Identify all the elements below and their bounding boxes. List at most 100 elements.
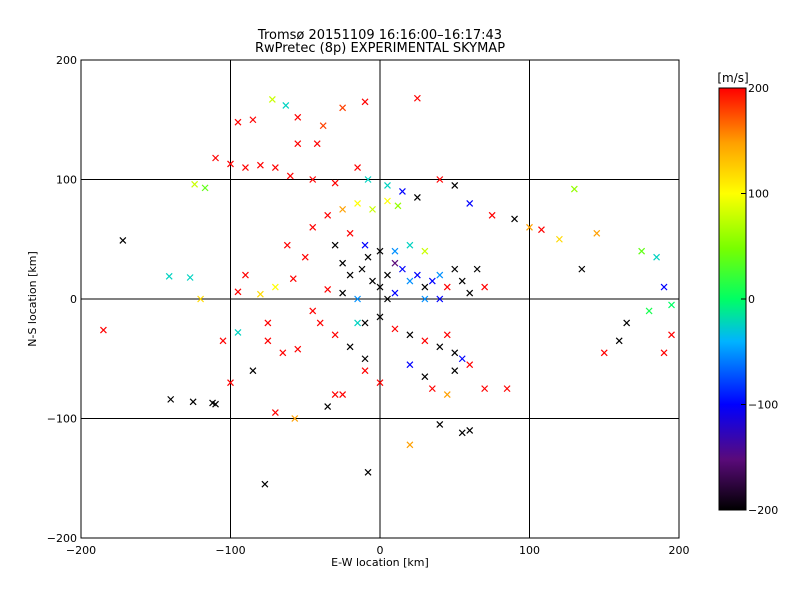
chart-title: Tromsø 20151109 16:16:00–16:17:43: [257, 28, 502, 43]
data-point-x: [638, 247, 646, 255]
colorbar-tick-label: 0: [748, 293, 755, 306]
data-point-x: [391, 259, 399, 267]
data-point-x: [242, 271, 249, 279]
data-point-x: [242, 164, 249, 171]
data-point-x: [436, 295, 444, 303]
grid: [81, 60, 679, 538]
data-point-x: [261, 480, 269, 488]
colorbar-tick-label: 200: [748, 82, 769, 95]
data-point-x: [600, 349, 608, 357]
data-point-x: [653, 253, 660, 261]
data-point-x: [316, 319, 324, 327]
data-point-x: [234, 329, 242, 336]
data-point-x: [256, 161, 264, 169]
data-point-x: [436, 271, 444, 279]
data-point-x: [538, 226, 545, 234]
data-point-x: [212, 154, 219, 162]
data-point-x: [384, 182, 391, 189]
data-point-x: [555, 235, 563, 243]
data-point-x: [369, 205, 376, 213]
data-point-x: [660, 283, 668, 291]
data-point-x: [339, 259, 347, 267]
data-point-x: [283, 241, 291, 249]
data-point-x: [331, 241, 339, 249]
data-point-x: [191, 180, 199, 188]
data-point-x: [436, 176, 444, 183]
data-point-x: [256, 290, 264, 298]
data-point-x: [361, 367, 369, 375]
y-tick-label: 200: [56, 54, 77, 67]
data-point-x: [458, 429, 466, 437]
colorbar-tick-label: 100: [748, 188, 769, 201]
data-point-x: [364, 253, 372, 261]
data-point-x: [593, 229, 601, 237]
data-point-x: [294, 140, 302, 148]
data-point-x: [346, 229, 354, 237]
data-point-x: [615, 337, 623, 345]
data-point-x: [623, 319, 631, 327]
data-point-x: [301, 253, 309, 261]
data-point-x: [421, 295, 429, 303]
x-tick-label: −200: [66, 544, 96, 557]
data-point-x: [331, 179, 339, 187]
data-point-x: [358, 265, 366, 273]
data-point-x: [413, 94, 421, 102]
data-point-x: [227, 379, 234, 387]
data-point-x: [361, 98, 369, 106]
data-point-x: [406, 241, 414, 249]
data-point-x: [271, 283, 279, 291]
data-point-x: [645, 307, 653, 315]
data-point-x: [227, 160, 234, 168]
data-point-x: [421, 283, 429, 291]
data-point-x: [197, 295, 205, 303]
data-point-x: [354, 164, 361, 171]
data-point-x: [234, 118, 242, 126]
y-tick-label: −200: [47, 532, 77, 545]
data-point-x: [309, 307, 317, 315]
colorbar-unit-label: [m/s]: [717, 71, 748, 85]
data-point-x: [249, 367, 257, 375]
data-point-x: [578, 265, 586, 273]
chart-subtitle: RwPretec (8p) EXPERIMENTAL SKYMAP: [255, 41, 505, 56]
colorbar-tick-label: −100: [748, 399, 778, 412]
data-point-x: [364, 176, 372, 183]
data-point-x: [291, 415, 299, 422]
data-point-x: [331, 331, 339, 339]
data-point-x: [286, 172, 294, 180]
data-point-x: [376, 313, 384, 321]
data-point-x: [451, 265, 459, 273]
data-point-x: [406, 441, 414, 449]
data-point-x: [526, 223, 533, 231]
data-point-x: [473, 265, 481, 273]
x-tick-label: −100: [215, 544, 245, 557]
data-point-x: [436, 343, 444, 351]
data-point-x: [466, 289, 474, 297]
data-point-x: [189, 398, 197, 406]
data-point-x: [384, 197, 391, 205]
data-point-x: [443, 391, 451, 399]
x-tick-label: 200: [669, 544, 690, 557]
data-point-x: [249, 116, 257, 124]
data-point-x: [413, 271, 421, 279]
plot-area: [80, 59, 680, 539]
data-point-x: [376, 247, 384, 255]
data-point-x: [668, 331, 675, 339]
data-point-x: [289, 275, 297, 283]
data-point-x: [394, 202, 402, 210]
y-axis: −200 −100 0 100 200: [47, 54, 87, 545]
data-point-x: [406, 331, 414, 339]
data-point-x: [399, 188, 406, 195]
colorbar-tick-label: −200: [748, 504, 778, 517]
data-point-x: [271, 409, 279, 416]
data-point-x: [421, 247, 429, 255]
data-point-x: [324, 286, 332, 293]
data-point-x: [451, 367, 459, 375]
data-point-x: [309, 176, 317, 183]
data-point-x: [201, 184, 209, 192]
data-point-x: [421, 337, 429, 345]
data-point-x: [324, 211, 332, 219]
data-point-x: [399, 265, 406, 273]
data-point-x: [466, 427, 474, 434]
data-point-x: [391, 325, 399, 333]
